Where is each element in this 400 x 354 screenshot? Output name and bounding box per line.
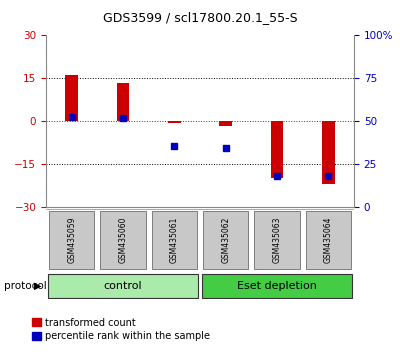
Text: GSM435062: GSM435062 [221, 217, 230, 263]
Text: protocol: protocol [4, 281, 47, 291]
Text: Eset depletion: Eset depletion [237, 281, 317, 291]
Bar [202, 274, 352, 298]
Bar [219, 121, 232, 126]
Text: control: control [104, 281, 142, 291]
Text: GSM435059: GSM435059 [67, 217, 76, 263]
Text: GDS3599 / scl17800.20.1_55-S: GDS3599 / scl17800.20.1_55-S [103, 11, 297, 24]
Bar [49, 211, 94, 269]
Bar [168, 121, 181, 123]
Bar [100, 211, 146, 269]
Bar [48, 274, 198, 298]
Text: GSM435061: GSM435061 [170, 217, 179, 263]
Bar [254, 211, 300, 269]
Text: GSM435063: GSM435063 [272, 217, 282, 263]
Text: GSM435064: GSM435064 [324, 217, 333, 263]
Bar [322, 121, 335, 184]
Legend: transformed count, percentile rank within the sample: transformed count, percentile rank withi… [32, 318, 210, 341]
Text: GSM435060: GSM435060 [118, 217, 128, 263]
Bar [65, 75, 78, 121]
Bar [203, 211, 248, 269]
Bar [270, 121, 284, 178]
Bar [306, 211, 351, 269]
Bar [116, 82, 130, 121]
Bar [152, 211, 197, 269]
Text: ▶: ▶ [34, 281, 42, 291]
